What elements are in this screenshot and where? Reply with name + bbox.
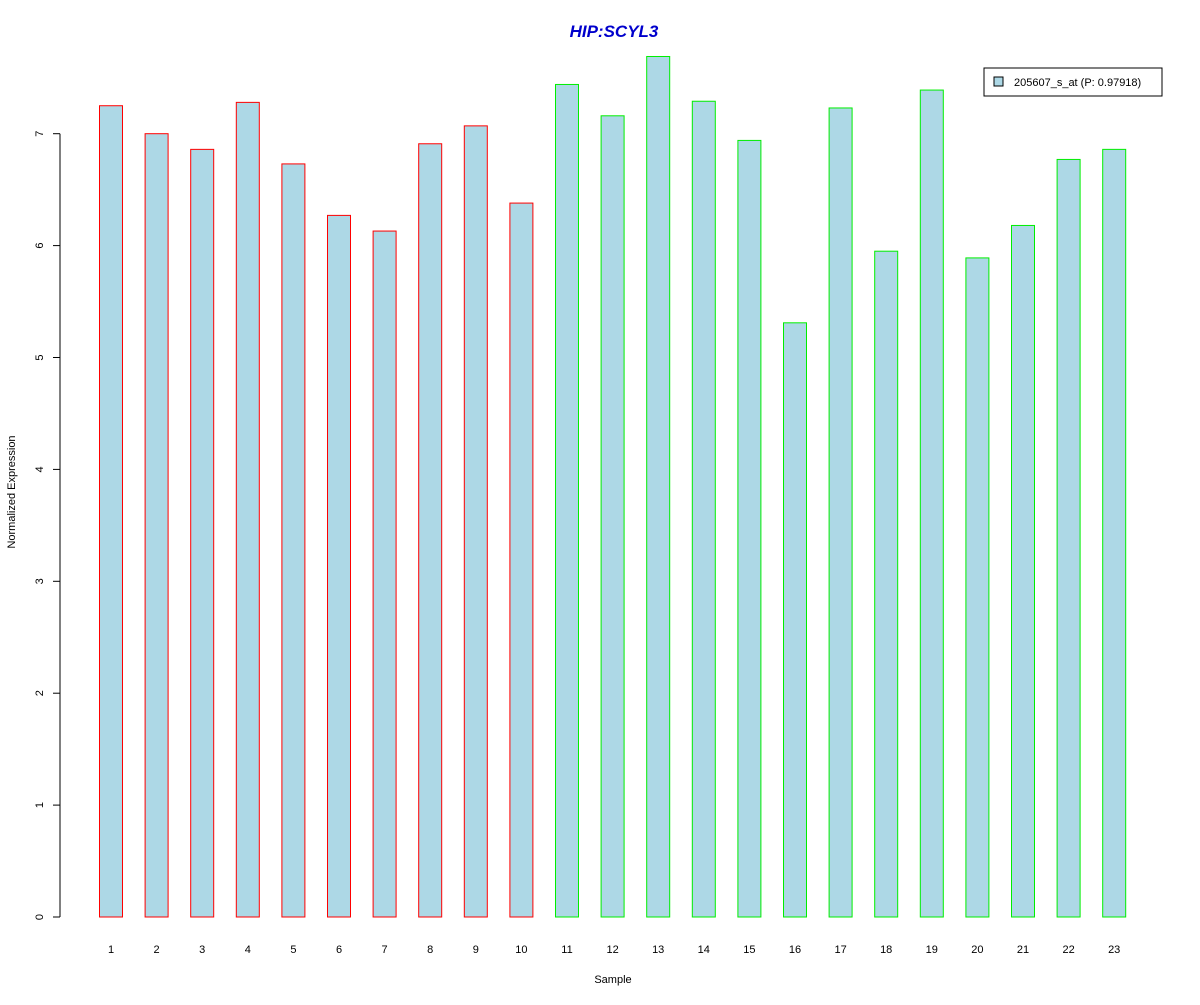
bar: [463, 125, 488, 918]
legend-swatch: [993, 76, 1004, 87]
x-tick-label: 23: [1108, 944, 1120, 956]
x-tick-label: 3: [199, 944, 205, 956]
bar: [555, 83, 579, 918]
legend-box: [983, 67, 1163, 97]
x-tick-label: 13: [652, 944, 664, 956]
chart-title: HIP:SCYL3: [570, 22, 659, 41]
x-tick-label: 8: [427, 944, 433, 956]
bar: [372, 230, 397, 918]
bar: [737, 139, 762, 918]
bar: [874, 250, 899, 918]
y-tick-label: 1: [34, 802, 46, 808]
x-tick-label: 2: [154, 944, 160, 956]
x-axis-label: Sample: [594, 974, 631, 986]
x-tick-label: 15: [743, 944, 755, 956]
bar: [144, 133, 169, 918]
bar: [919, 89, 944, 918]
x-tick-label: 14: [698, 944, 710, 956]
x-tick-label: 12: [606, 944, 618, 956]
x-tick-labels: 1 2 3 4 5 6 7 8 9 10 11 12 13 14 15 16 17 18 19 20 21 22 23: [108, 944, 1120, 956]
bar: [418, 143, 443, 918]
x-tick-label: 22: [1062, 944, 1074, 956]
bar: [600, 115, 625, 918]
y-tick-label: 7: [34, 131, 46, 137]
bar: [99, 105, 123, 918]
x-tick-label: 16: [789, 944, 801, 956]
bar: [509, 202, 534, 918]
y-tick-label: 0: [34, 914, 46, 920]
bars-group: [99, 55, 1127, 918]
bar: [281, 163, 306, 918]
x-tick-label: 20: [971, 944, 983, 956]
bar: [1011, 224, 1035, 918]
y-axis: 0 1 2 3 4 5 6 7: [34, 131, 61, 920]
x-tick-label: 5: [290, 944, 296, 956]
bar: [783, 322, 807, 918]
bar: [691, 100, 716, 918]
legend-label: 205607_s_at (P: 0.97918): [1014, 77, 1141, 89]
x-tick-label: 6: [336, 944, 342, 956]
y-tick-label: 4: [34, 466, 46, 472]
x-tick-label: 1: [108, 944, 114, 956]
bar: [235, 101, 260, 918]
x-tick-label: 11: [561, 944, 572, 956]
bar: [965, 257, 990, 918]
x-tick-label: 9: [473, 944, 479, 956]
legend: 205607_s_at (P: 0.97918): [983, 67, 1163, 97]
y-tick-label: 3: [34, 578, 46, 584]
x-tick-label: 4: [245, 944, 251, 956]
x-tick-label: 18: [880, 944, 892, 956]
bar: [327, 214, 351, 918]
bar: [1102, 148, 1127, 918]
bar: [1056, 158, 1081, 918]
x-tick-label: 19: [926, 944, 938, 956]
y-tick-label: 2: [34, 690, 46, 696]
y-axis-label: Normalized Expression: [6, 435, 18, 548]
bar: [828, 107, 853, 918]
bar: [190, 148, 215, 918]
y-tick-label: 5: [34, 354, 46, 360]
x-tick-label: 17: [834, 944, 846, 956]
x-tick-label: 21: [1017, 944, 1029, 956]
y-tick-label: 6: [34, 243, 46, 249]
x-tick-label: 7: [382, 944, 388, 956]
bar: [646, 55, 671, 918]
x-tick-label: 10: [515, 944, 527, 956]
